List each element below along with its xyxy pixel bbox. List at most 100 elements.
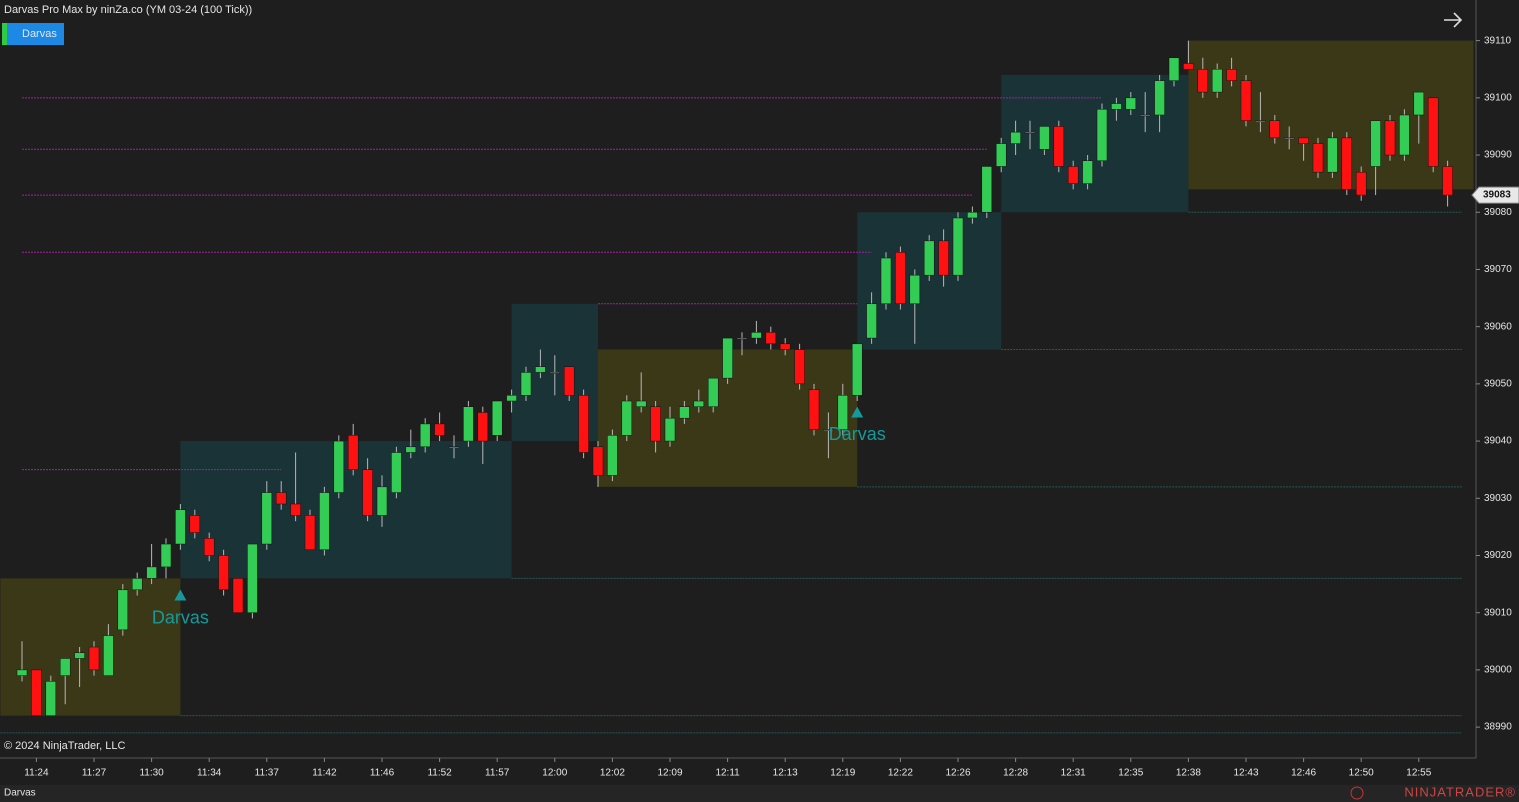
- indicator-button[interactable]: [2, 23, 64, 45]
- candle-body: [1399, 114, 1410, 156]
- candle-body: [1327, 137, 1338, 173]
- logo-icon: [1350, 786, 1364, 800]
- y-tick-label: 39090: [1484, 150, 1512, 161]
- last-price-tag: [1471, 186, 1519, 204]
- candle-body: [1096, 109, 1108, 162]
- candle-body: [31, 669, 42, 716]
- candle-body: [1384, 120, 1396, 156]
- candle-body: [967, 211, 978, 219]
- x-tick-label: 12:09: [657, 768, 682, 779]
- candle-body: [1125, 97, 1137, 110]
- x-tick-label: 12:50: [1349, 768, 1374, 779]
- candle-body: [218, 555, 229, 591]
- candle-body: [578, 395, 589, 453]
- x-tick-label: 12:46: [1291, 768, 1316, 779]
- candle-body: [1226, 68, 1237, 81]
- candle-body: [247, 543, 258, 613]
- x-tick-label: 12:13: [773, 768, 798, 779]
- candle-body: [45, 681, 57, 716]
- signal-marker: [174, 589, 187, 601]
- y-tick-label: 39030: [1484, 493, 1512, 504]
- candle-body: [995, 143, 1007, 167]
- candle-body: [621, 400, 633, 436]
- y-tick-label: 39050: [1484, 379, 1512, 390]
- candle-body: [506, 395, 517, 402]
- y-tick-label: 39010: [1484, 607, 1512, 618]
- candle-body: [189, 515, 201, 533]
- candle-body: [319, 492, 330, 551]
- candle-body: [175, 509, 186, 545]
- indicator-label[interactable]: Darvas: [22, 28, 57, 40]
- candle-body: [650, 406, 661, 442]
- candle-body: [1283, 137, 1295, 140]
- candle-body: [952, 217, 964, 276]
- candle-body: [823, 429, 834, 431]
- y-tick-label: 39000: [1484, 665, 1512, 676]
- candle-body: [477, 412, 489, 442]
- candle-body: [1269, 120, 1281, 139]
- y-tick-label: 39080: [1484, 207, 1512, 218]
- candle-body: [808, 389, 820, 430]
- candle-body: [1168, 57, 1180, 81]
- candle-body: [362, 469, 373, 516]
- candle-body: [491, 400, 503, 436]
- candle-body: [88, 646, 100, 671]
- candle-body: [1139, 114, 1151, 117]
- candle-body: [463, 406, 474, 442]
- candle-body: [535, 366, 546, 373]
- y-tick-label: 39100: [1484, 92, 1512, 103]
- last-price-label: 39083: [1483, 190, 1511, 201]
- x-tick-label: 12:55: [1406, 768, 1431, 779]
- candle-body: [434, 423, 445, 436]
- candle-body: [74, 652, 85, 659]
- x-tick-label: 11:37: [255, 768, 280, 779]
- x-tick-label: 11:46: [370, 768, 395, 779]
- candle-body: [981, 166, 993, 213]
- candle-body: [1312, 143, 1324, 173]
- candle-body: [866, 303, 877, 339]
- x-tick-label: 11:30: [139, 768, 164, 779]
- x-tick-label: 11:34: [197, 768, 222, 779]
- candle-body: [1211, 68, 1223, 93]
- candle-body: [232, 578, 244, 613]
- x-tick-label: 12:26: [945, 768, 970, 779]
- signal-label: Darvas: [152, 607, 209, 627]
- x-tick-label: 12:22: [888, 768, 913, 779]
- candle-body: [765, 332, 777, 345]
- logo: NINJATRADER®: [1404, 784, 1516, 799]
- indicator-color: [2, 23, 7, 45]
- x-tick-label: 12:00: [542, 768, 567, 779]
- y-tick-label: 39040: [1484, 436, 1512, 447]
- candle-body: [1024, 131, 1036, 134]
- arrow-icon[interactable]: [1444, 12, 1463, 28]
- signal-marker: [851, 406, 864, 418]
- candle-body: [376, 486, 388, 516]
- candle-body: [693, 400, 705, 407]
- y-tick-label: 39070: [1484, 264, 1512, 275]
- candle-body: [59, 658, 71, 676]
- candle-body: [549, 372, 561, 374]
- x-tick-label: 11:52: [427, 768, 452, 779]
- candle-body: [563, 366, 575, 396]
- candle-body: [16, 669, 28, 676]
- candle-body: [1370, 120, 1381, 167]
- candle-body: [851, 343, 863, 396]
- candle-body: [1082, 160, 1093, 184]
- candle-body: [722, 337, 733, 379]
- candle-body: [895, 252, 906, 305]
- candle-body: [837, 395, 849, 430]
- x-tick-label: 11:27: [82, 768, 107, 779]
- tab-label[interactable]: Darvas: [4, 788, 36, 799]
- candle-body: [1427, 97, 1439, 167]
- candle-body: [146, 566, 157, 579]
- candle-body: [1010, 131, 1021, 144]
- x-tick-label: 12:43: [1233, 768, 1258, 779]
- y-tick-label: 39060: [1484, 321, 1512, 332]
- candle-body: [592, 446, 604, 476]
- candle-body: [117, 589, 129, 631]
- candle-body: [607, 435, 618, 476]
- candle-body: [304, 515, 316, 551]
- candle-body: [938, 240, 949, 276]
- candle-body: [1039, 126, 1050, 150]
